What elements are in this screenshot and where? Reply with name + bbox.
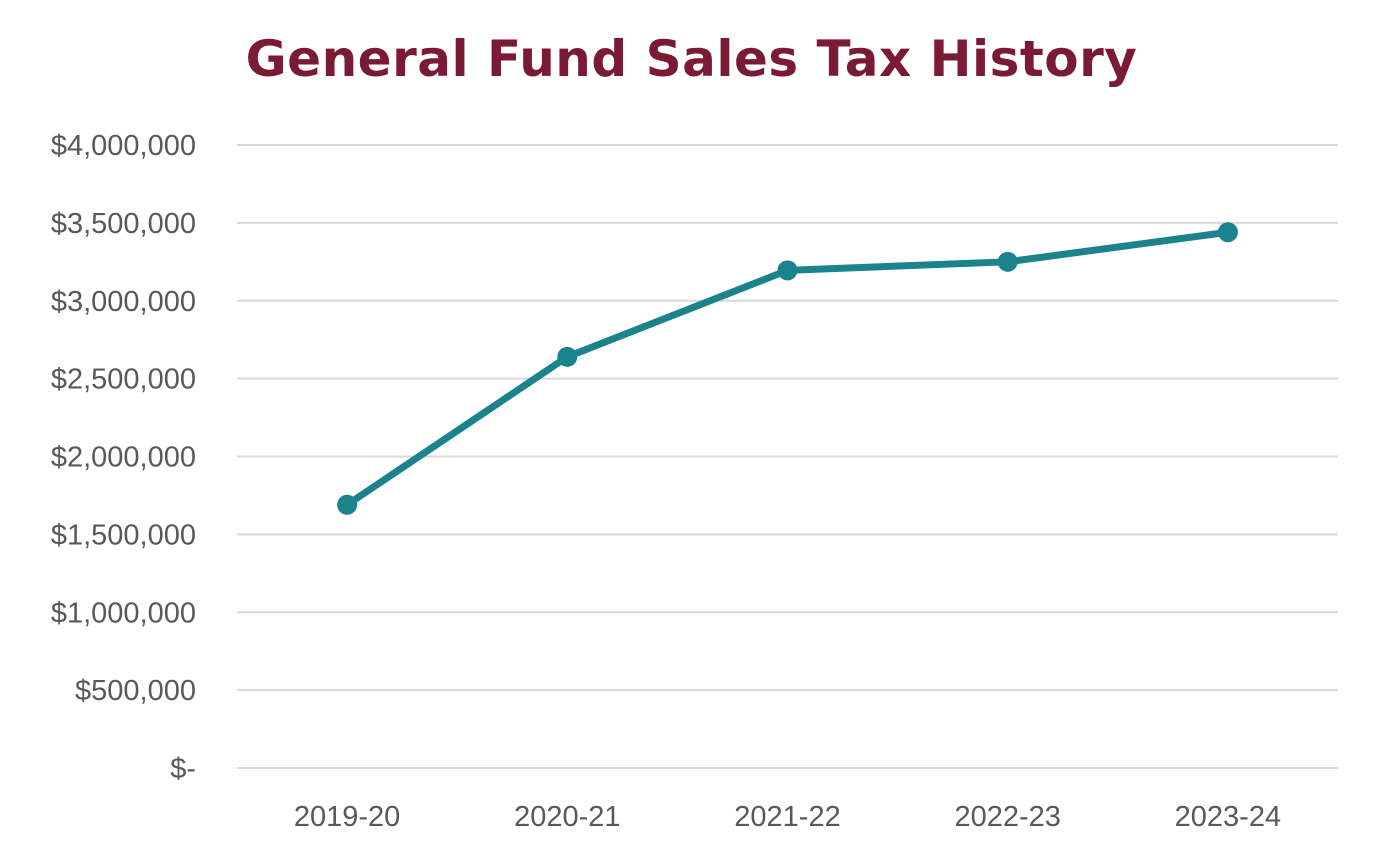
x-axis-tick-labels: 2019-20 2020-21 2021-22 2022-23 2023-24: [294, 801, 1281, 833]
y-tick-label: $2,500,000: [51, 364, 196, 396]
x-tick-label: 2019-20: [294, 801, 400, 833]
y-tick-label: $1,500,000: [51, 519, 196, 551]
gridlines: [237, 144, 1338, 769]
y-tick-label: $500,000: [75, 675, 196, 707]
data-point: [557, 346, 578, 367]
y-tick-label: $-: [170, 753, 196, 785]
y-tick-label: $3,000,000: [51, 286, 196, 318]
x-tick-label: 2020-21: [514, 801, 620, 833]
series-layer: [337, 222, 1238, 515]
y-tick-label: $1,000,000: [51, 597, 196, 629]
y-tick-label: $2,000,000: [51, 442, 196, 474]
x-tick-label: 2023-24: [1175, 801, 1281, 833]
y-tick-label: $3,500,000: [51, 208, 196, 240]
data-point: [997, 251, 1018, 272]
data-point: [1217, 222, 1238, 243]
chart-title: General Fund Sales Tax History: [245, 30, 1138, 88]
data-point: [777, 260, 798, 281]
x-tick-label: 2022-23: [954, 801, 1060, 833]
y-axis-tick-labels: $- $500,000 $1,000,000 $1,500,000 $2,000,000…: [51, 130, 196, 785]
y-tick-label: $4,000,000: [51, 130, 196, 162]
data-point: [337, 494, 358, 515]
x-tick-label: 2021-22: [734, 801, 840, 833]
